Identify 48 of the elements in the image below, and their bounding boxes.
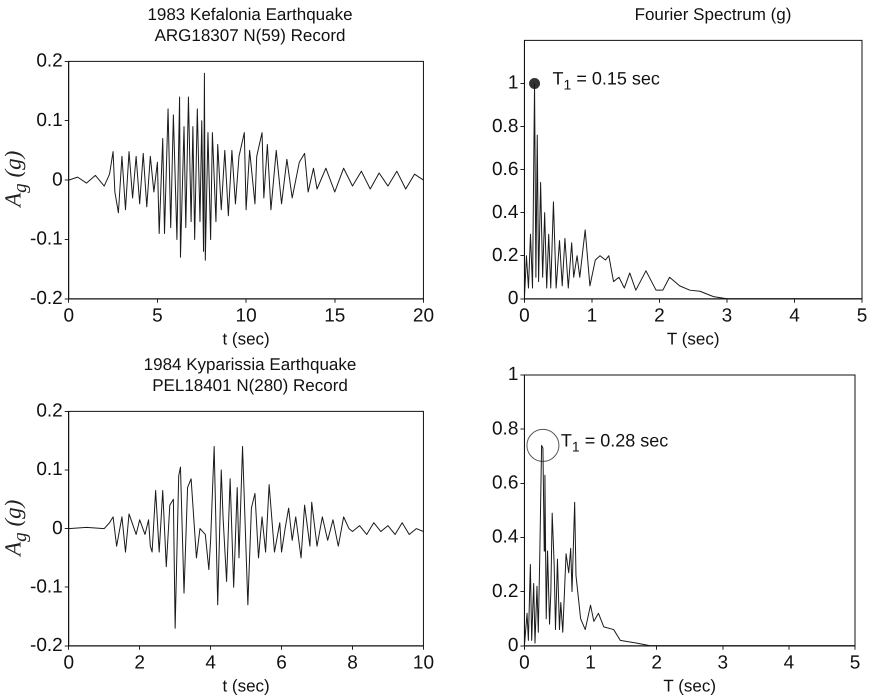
x-tick-label: 15 [324, 305, 346, 326]
y-tick-label: 0.6 [492, 472, 518, 494]
y-tick-label: 1 [508, 72, 518, 94]
y-tick-label: 0.2 [492, 244, 518, 266]
y-tick-label: -0.1 [30, 576, 63, 598]
chart-title: 1984 Kyparissia Earthquake PEL18401 N(280) Record [142, 354, 358, 396]
x-tick-label: 10 [236, 305, 257, 326]
y-tick-label: -0.1 [30, 228, 63, 250]
y-tick-label: 0.8 [492, 418, 518, 440]
x-tick-label: 10 [412, 652, 434, 674]
chart-title: Fourier Spectrum (g) [634, 4, 792, 25]
y-tick-label: 0.2 [36, 50, 63, 72]
y-tick-label: 0.2 [492, 580, 518, 602]
y-tick-label: 0.1 [36, 459, 63, 480]
y-tick-label: 0.1 [36, 110, 63, 131]
x-tick-label: 4 [205, 652, 216, 674]
x-tick-label: 5 [850, 652, 860, 674]
y-tick-label: -0.2 [30, 635, 63, 656]
x-axis-title: t (sec) [222, 329, 270, 348]
y-tick-label: 0.6 [492, 158, 518, 180]
x-tick-label: 3 [717, 652, 728, 674]
y-tick-label: 0.4 [492, 526, 519, 548]
x-tick-label: 4 [784, 652, 795, 674]
x-tick-label: 20 [412, 305, 434, 326]
y-tick-label: 1 [508, 364, 518, 386]
y-tick-label: 0 [508, 288, 518, 310]
y-tick-label: 0 [52, 169, 63, 190]
x-tick-label: 2 [134, 652, 145, 674]
x-tick-label: 1 [585, 652, 596, 674]
x-tick-label: 6 [276, 652, 287, 674]
x-axis-title: T (sec) [666, 329, 720, 348]
x-axis-title: T (sec) [663, 676, 716, 696]
x-tick-label: 2 [654, 305, 665, 326]
x-axis-title: t (sec) [222, 676, 270, 696]
x-tick-label: 2 [651, 652, 662, 674]
y-tick-label: 0 [52, 518, 63, 539]
x-tick-label: 4 [789, 305, 800, 326]
y-tick-label: -0.2 [30, 288, 63, 310]
x-tick-label: 5 [856, 305, 868, 326]
y-tick-label: 0.2 [36, 400, 63, 422]
y-tick-label: 0.4 [492, 202, 519, 223]
x-tick-label: 5 [152, 305, 163, 326]
chart-title: 1983 Kefalonia Earthquake ARG18307 N(59) Record [146, 4, 354, 46]
y-tick-label: 0.8 [492, 116, 518, 137]
y-tick-label: 0 [508, 635, 518, 656]
x-tick-label: 1 [586, 305, 598, 326]
x-tick-label: 3 [722, 305, 732, 326]
x-tick-label: 8 [347, 652, 358, 674]
